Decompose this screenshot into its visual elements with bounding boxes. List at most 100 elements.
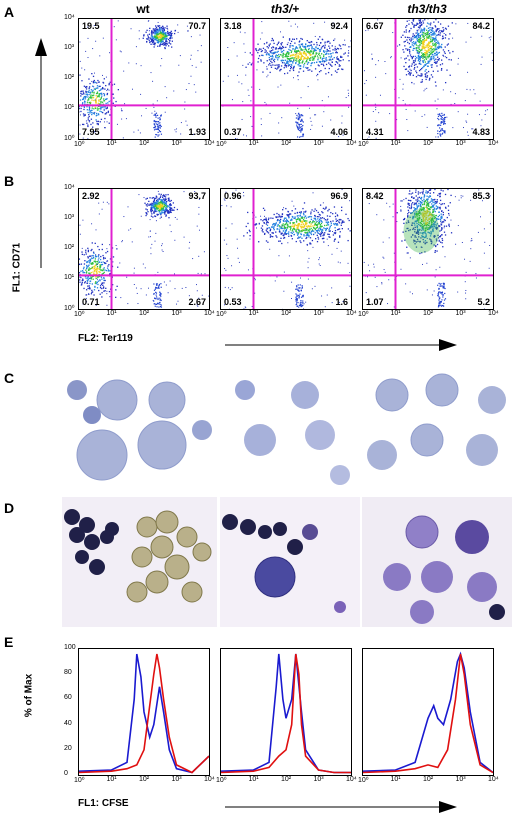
y-tick-label: 10¹ [64, 104, 75, 111]
quadrant-value-bl: 0.37 [224, 127, 242, 137]
y-axis-arrow [34, 38, 48, 268]
y-tick-label: 80 [64, 669, 72, 677]
flow-plot-b-2: 8.42 85.3 1.07 5.2 [362, 188, 494, 310]
micrograph-c-wt [62, 360, 217, 490]
flow-y-axis-label: FL1: CD71 [11, 242, 23, 293]
x-tick-label: 10⁰ [74, 777, 85, 784]
x-tick-label: 10³ [455, 140, 466, 147]
y-tick-label: 20 [64, 744, 72, 752]
histogram-svg [363, 651, 493, 774]
quadrant-value-tl: 8.42 [366, 191, 384, 201]
y-tick-label: 10⁴ [64, 14, 75, 21]
quadrant-value-tl: 0.96 [224, 191, 242, 201]
panel-label-c: C [4, 370, 15, 386]
panel-label-b: B [4, 173, 15, 189]
x-tick-label: 10⁴ [488, 140, 499, 147]
flow-plot-a-1: 3.18 92.4 0.37 4.06 [220, 18, 352, 140]
quadrant-value-br: 4.83 [472, 127, 490, 137]
x-tick-label: 10¹ [106, 776, 117, 783]
y-tick-label: 100 [64, 644, 76, 651]
x-tick-label: 10⁰ [74, 311, 85, 318]
histogram-series-blue [363, 651, 493, 774]
x-tick-label: 10⁴ [346, 310, 357, 317]
x-tick-label: 10⁴ [204, 776, 215, 783]
quadrant-value-tr: 84.2 [472, 21, 490, 31]
x-tick-label: 10⁰ [216, 777, 227, 784]
x-tick-label: 10⁴ [204, 310, 215, 317]
quadrant-value-tr: 92.4 [330, 21, 348, 31]
quadrant-value-br: 4.06 [330, 127, 348, 137]
flow-density-svg [79, 19, 209, 139]
histogram-plot [78, 648, 210, 776]
x-tick-label: 10² [423, 776, 434, 783]
x-tick-label: 10³ [171, 776, 182, 783]
x-tick-label: 10¹ [390, 776, 401, 783]
quadrant-value-bl: 0.53 [224, 297, 242, 307]
x-tick-label: 10⁴ [346, 776, 357, 783]
quadrant-value-bl: 4.31 [366, 127, 384, 137]
quadrant-value-br: 2.67 [188, 297, 206, 307]
micrograph-c-th3-hom [362, 360, 512, 490]
quadrant-value-tr: 93.7 [188, 191, 206, 201]
flow-plot-a-0: 19.5 70.7 7.95 1.93 [78, 18, 210, 140]
column-header-th3-hom: th3/th3 [407, 2, 447, 16]
histogram-series-blue [221, 653, 351, 774]
quadrant-value-bl: 0.71 [82, 297, 100, 307]
quadrant-value-tl: 3.18 [224, 21, 242, 31]
flow-plot-b-0: 2.92 93.7 0.71 2.67 [78, 188, 210, 310]
x-tick-label: 10⁰ [216, 311, 227, 318]
hist-x-axis-arrow [225, 800, 457, 814]
x-tick-label: 10⁴ [488, 310, 499, 317]
y-tick-label: 10⁰ [64, 305, 75, 312]
x-tick-label: 10⁴ [346, 140, 357, 147]
histogram-svg [221, 653, 351, 774]
quadrant-value-br: 1.6 [335, 297, 348, 307]
x-tick-label: 10⁰ [216, 141, 227, 148]
flow-density-svg [79, 189, 209, 309]
x-tick-label: 10⁴ [204, 140, 215, 147]
y-tick-label: 10² [64, 74, 75, 81]
x-tick-label: 10¹ [248, 140, 259, 147]
histogram-plot [220, 648, 352, 776]
panel-label-d: D [4, 500, 15, 516]
x-tick-label: 10³ [313, 776, 324, 783]
x-tick-label: 10¹ [390, 310, 401, 317]
quadrant-value-tr: 70.7 [188, 21, 206, 31]
flow-plot-b-1: 0.96 96.9 0.53 1.6 [220, 188, 352, 310]
panel-label-e: E [4, 634, 14, 650]
micrograph-d-th3-het [220, 497, 360, 627]
x-tick-label: 10² [423, 310, 434, 317]
y-tick-label: 10² [64, 244, 75, 251]
histogram-series-blue [79, 653, 209, 774]
x-tick-label: 10¹ [248, 310, 259, 317]
y-tick-label: 40 [64, 719, 72, 727]
y-tick-label: 10⁴ [64, 184, 75, 191]
quadrant-value-tl: 2.92 [82, 191, 100, 201]
micrograph-d-th3-hom [362, 497, 512, 627]
quadrant-value-tl: 19.5 [82, 21, 100, 31]
x-axis-arrow [225, 338, 457, 352]
flow-x-axis-label: FL2: Ter119 [78, 333, 133, 344]
quadrant-value-tl: 6.67 [366, 21, 384, 31]
x-tick-label: 10² [281, 310, 292, 317]
x-tick-label: 10³ [455, 310, 466, 317]
x-tick-label: 10³ [313, 310, 324, 317]
y-tick-label: 10⁰ [64, 135, 75, 142]
x-tick-label: 10⁰ [74, 141, 85, 148]
column-header-th3-het: th3/+ [270, 2, 300, 16]
panel-label-a: A [4, 4, 15, 20]
x-tick-label: 10² [281, 776, 292, 783]
x-tick-label: 10¹ [390, 140, 401, 147]
x-tick-label: 10³ [455, 776, 466, 783]
x-tick-label: 10³ [313, 140, 324, 147]
column-header-wt: wt [136, 2, 150, 16]
histogram-svg [79, 653, 209, 774]
x-tick-label: 10² [423, 140, 434, 147]
flow-plot-a-2: 6.67 84.2 4.31 4.83 [362, 18, 494, 140]
flow-density-svg [221, 189, 351, 309]
micrograph-d-wt [62, 497, 217, 627]
quadrant-value-bl: 1.07 [366, 297, 384, 307]
x-tick-label: 10¹ [106, 140, 117, 147]
histogram-series-red [221, 653, 351, 774]
y-tick-label: 10¹ [64, 274, 75, 281]
